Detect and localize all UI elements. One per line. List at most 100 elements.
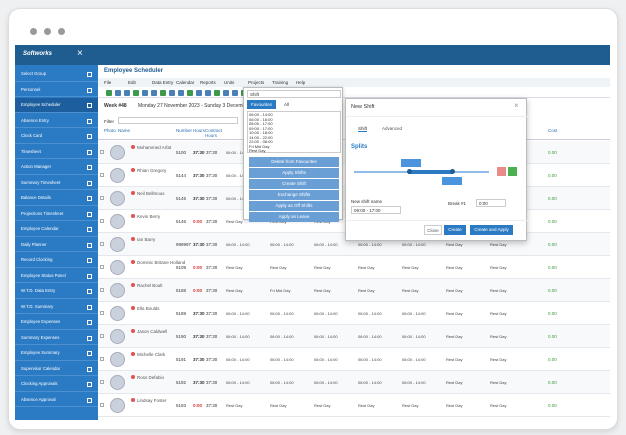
toolbar-icon[interactable] <box>160 90 166 96</box>
sidebar-item[interactable]: Summary Timesheet <box>15 176 98 190</box>
shift-cell[interactable]: Rest Day <box>446 357 463 362</box>
shift-cell[interactable]: 06:00 - 14:00 <box>270 334 294 339</box>
menu-button[interactable]: Delete from Favourites <box>249 157 339 167</box>
toolbar-icon[interactable] <box>124 90 130 96</box>
shift-cell[interactable]: 06:00 - 14:00 <box>358 380 382 385</box>
toolbar-icon[interactable] <box>151 90 157 96</box>
menu-item[interactable]: Edit <box>128 80 136 85</box>
menu-item[interactable]: Data Entry <box>152 80 174 85</box>
row-checkbox[interactable] <box>100 242 104 246</box>
shift-cell[interactable]: Rest Day <box>446 265 463 270</box>
shift-cell[interactable]: 06:00 - 14:00 <box>402 242 426 247</box>
shift-cell[interactable]: Rest Day <box>490 265 507 270</box>
handle[interactable] <box>450 169 455 174</box>
sidebar-item[interactable]: Summary Expenses <box>15 331 98 345</box>
toolbar-icon[interactable] <box>133 90 139 96</box>
sidebar-item[interactable]: Action Manager <box>15 160 98 175</box>
shift-cell[interactable]: Rest Day <box>226 265 243 270</box>
sidebar-item[interactable]: Clock Card <box>15 129 98 144</box>
shift-cell[interactable]: Rest Day <box>446 311 463 316</box>
dialog-close[interactable]: × <box>514 101 519 110</box>
shift-cell[interactable]: 06:00 - 14:00 <box>358 311 382 316</box>
shift-cell[interactable]: Rest Day <box>446 288 463 293</box>
menu-item[interactable]: File <box>104 80 112 85</box>
sidebar-item[interactable]: Select Group <box>15 67 98 82</box>
toolbar-icon[interactable] <box>169 90 175 96</box>
shift-cell[interactable]: Rest Day <box>314 403 331 408</box>
dialog-button[interactable]: Create <box>444 225 466 235</box>
sidebar-item[interactable]: W.T.D. Summary <box>15 300 98 314</box>
toolbar-icon[interactable] <box>223 90 229 96</box>
menu-button[interactable]: Apply Shifts <box>249 168 339 178</box>
menu-item[interactable]: Calendar <box>176 80 195 85</box>
shift-cell[interactable]: Rest Day <box>490 357 507 362</box>
shift-cell[interactable]: 06:00 - 14:00 <box>358 334 382 339</box>
shift-cell[interactable]: Rest Day <box>446 242 463 247</box>
shift-cell[interactable]: 06:00 - 14:00 <box>358 242 382 247</box>
shift-cell[interactable]: 06:00 - 14:00 <box>314 242 338 247</box>
shift-cell[interactable]: Rest Day <box>490 380 507 385</box>
shift-cell[interactable]: 06:00 - 14:00 <box>402 311 426 316</box>
shift-cell[interactable]: Rest Day <box>314 288 331 293</box>
shift-cell[interactable]: 06:00 - 14:00 <box>314 311 338 316</box>
shift-cell[interactable]: Fri Mid Day <box>270 288 291 293</box>
row-checkbox[interactable] <box>100 150 104 154</box>
toolbar-icon[interactable] <box>142 90 148 96</box>
shift-cell[interactable]: 06:00 - 14:00 <box>402 357 426 362</box>
shift-option[interactable]: 08:00 - 17:00 <box>249 121 273 126</box>
sidebar-item[interactable]: Supervisor Calendar <box>15 362 98 376</box>
shift-cell[interactable]: 06:00 - 14:00 <box>402 380 426 385</box>
sidebar-item[interactable]: Employee Status Panel <box>15 269 98 283</box>
shift-cell[interactable]: 06:00 - 14:00 <box>314 380 338 385</box>
shift-cell[interactable]: 06:00 - 14:00 <box>402 334 426 339</box>
shift-cell[interactable]: Rest Day <box>490 334 507 339</box>
shift-cell[interactable]: 06:00 - 14:00 <box>226 380 250 385</box>
shift-cell[interactable]: 06:00 - 14:00 <box>226 334 250 339</box>
name-input[interactable]: 09:00 - 17:00 <box>351 206 401 214</box>
toolbar-icon[interactable] <box>115 90 121 96</box>
toolbar-icon[interactable] <box>196 90 202 96</box>
shift-option[interactable]: 22:00 - 06:00 <box>249 139 273 144</box>
dialog-tab[interactable]: Shift <box>358 126 368 132</box>
shift-cell[interactable]: 06:00 - 14:00 <box>270 357 294 362</box>
shift-option[interactable]: Fri Mid Day <box>249 143 270 149</box>
shift-option[interactable]: 09:00 - 17:00 <box>249 125 273 131</box>
shift-cell[interactable]: 06:00 - 14:00 <box>314 334 338 339</box>
shift-cell[interactable]: 06:00 - 14:00 <box>226 242 250 247</box>
dialog-button[interactable]: Close <box>424 225 442 235</box>
shift-cell[interactable]: 06:00 - 14:00 <box>226 196 250 201</box>
shift-cell[interactable]: Rest Day <box>226 219 243 224</box>
shift-cell[interactable]: Rest Day <box>314 265 331 270</box>
menu-button[interactable]: Apply as Leave <box>249 212 339 222</box>
shift-option[interactable]: Rest Day <box>249 148 266 153</box>
shift-cell[interactable]: Rest Day <box>402 265 419 270</box>
toolbar-icon[interactable] <box>187 90 193 96</box>
menu-button[interactable]: Create Shift <box>249 179 339 189</box>
toolbar-icon[interactable] <box>106 90 112 96</box>
shift-cell[interactable]: 06:00 - 14:00 <box>226 173 250 178</box>
row-checkbox[interactable] <box>100 288 104 292</box>
sidebar-item[interactable]: W.T.D. Data Entry <box>15 284 98 299</box>
sidebar-item[interactable]: Employee Summary <box>15 346 98 361</box>
menu-item[interactable]: Help <box>296 80 306 85</box>
sidebar-item[interactable]: Employee Scheduler <box>15 98 98 113</box>
shift-cell[interactable]: 06:00 - 14:00 <box>358 357 382 362</box>
sidebar-item[interactable]: Employee Calendar <box>15 222 98 237</box>
menu-item[interactable]: Units <box>224 80 235 85</box>
toolbar-icon[interactable] <box>232 90 238 96</box>
dialog-button[interactable]: Create and Apply <box>470 225 513 235</box>
toolbar-icon[interactable] <box>178 90 184 96</box>
shift-cell[interactable]: Rest Day <box>446 403 463 408</box>
shift-cell[interactable]: 06:00 - 14:00 <box>270 311 294 316</box>
menu-button[interactable]: Apply as Off Shifts <box>249 201 339 211</box>
row-checkbox[interactable] <box>100 219 104 223</box>
shift-cell[interactable]: Rest Day <box>490 288 507 293</box>
toolbar-icon[interactable] <box>205 90 211 96</box>
sidebar-item[interactable]: Clocking Approvals <box>15 377 98 392</box>
row-checkbox[interactable] <box>100 334 104 338</box>
shift-cell[interactable]: Rest Day <box>358 288 375 293</box>
shift-cell[interactable]: 06:00 - 14:00 <box>226 357 250 362</box>
shift-cell[interactable]: Rest Day <box>270 403 287 408</box>
shift-cell[interactable]: Rest Day <box>270 265 287 270</box>
sidebar-item[interactable]: Timesheet <box>15 145 98 159</box>
